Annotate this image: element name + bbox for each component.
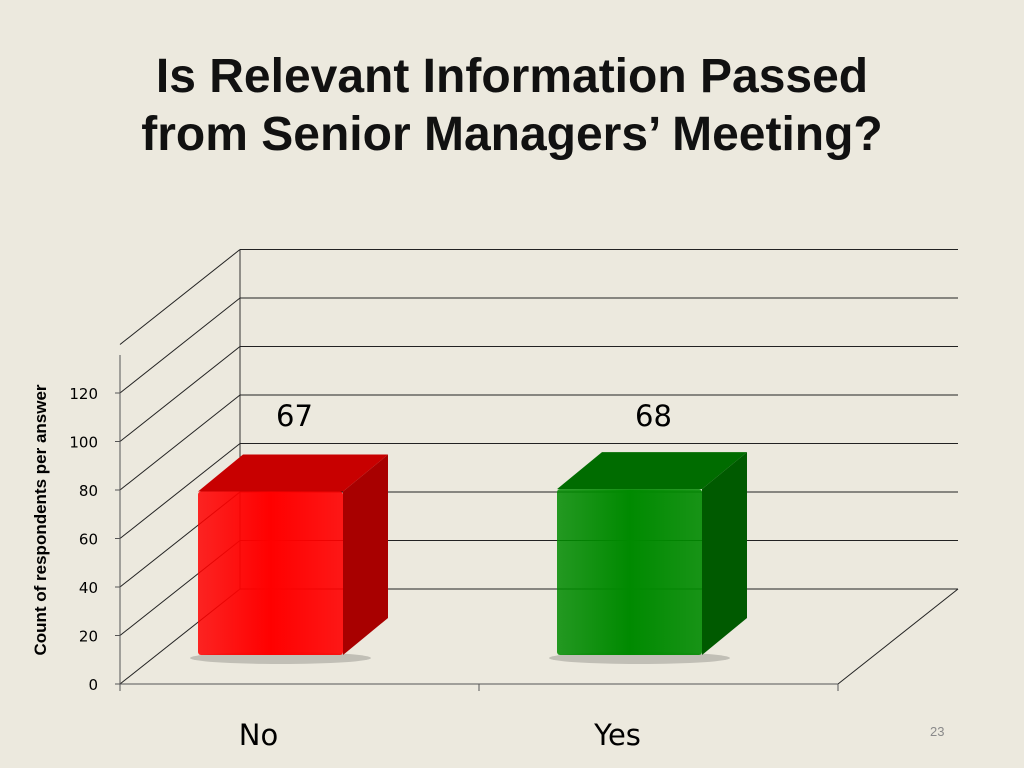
- x-category-label: No: [239, 718, 278, 752]
- slide-title-line-1: Is Relevant Information Passed: [155, 50, 869, 103]
- y-tick-label: 80: [79, 482, 98, 500]
- bar-no: [190, 454, 388, 664]
- bar-yes: [549, 452, 747, 664]
- gridline-side: [119, 346, 241, 442]
- bar-front-face: [557, 489, 702, 655]
- gridline-side: [119, 394, 241, 491]
- y-tick-label: 100: [69, 434, 98, 452]
- bar-side-face: [343, 454, 388, 655]
- gridline-side: [119, 249, 241, 345]
- floor-right-edge: [837, 588, 959, 685]
- bar-top-face: [198, 454, 388, 492]
- gridline-side: [119, 443, 241, 539]
- slide-number: 23: [930, 724, 945, 739]
- y-axis-title: Count of respondents per answer: [31, 384, 50, 655]
- data-label: 68: [635, 399, 672, 433]
- slide-title-line-2: from Senior Managers’ Meeting?: [141, 108, 883, 161]
- data-label: 67: [276, 399, 313, 433]
- chart-labels: 67 No 68 Yes: [239, 399, 672, 752]
- x-category-label: Yes: [593, 718, 641, 752]
- chart-bars: [190, 452, 747, 664]
- bar-front-face: [198, 491, 343, 655]
- y-tick-label: 0: [88, 676, 98, 694]
- bar-top-face: [557, 452, 747, 490]
- y-tick-label: 40: [79, 579, 98, 597]
- y-tick-label: 60: [79, 531, 98, 549]
- gridline-side: [119, 297, 241, 394]
- y-tick-label: 120: [69, 385, 98, 403]
- chart-axes: 0 20 40 60 80 100 120: [69, 355, 839, 694]
- y-tick-label: 20: [79, 628, 98, 646]
- slide-title: Is Relevant Information Passed from Seni…: [0, 48, 1024, 164]
- bar-side-face: [702, 452, 747, 655]
